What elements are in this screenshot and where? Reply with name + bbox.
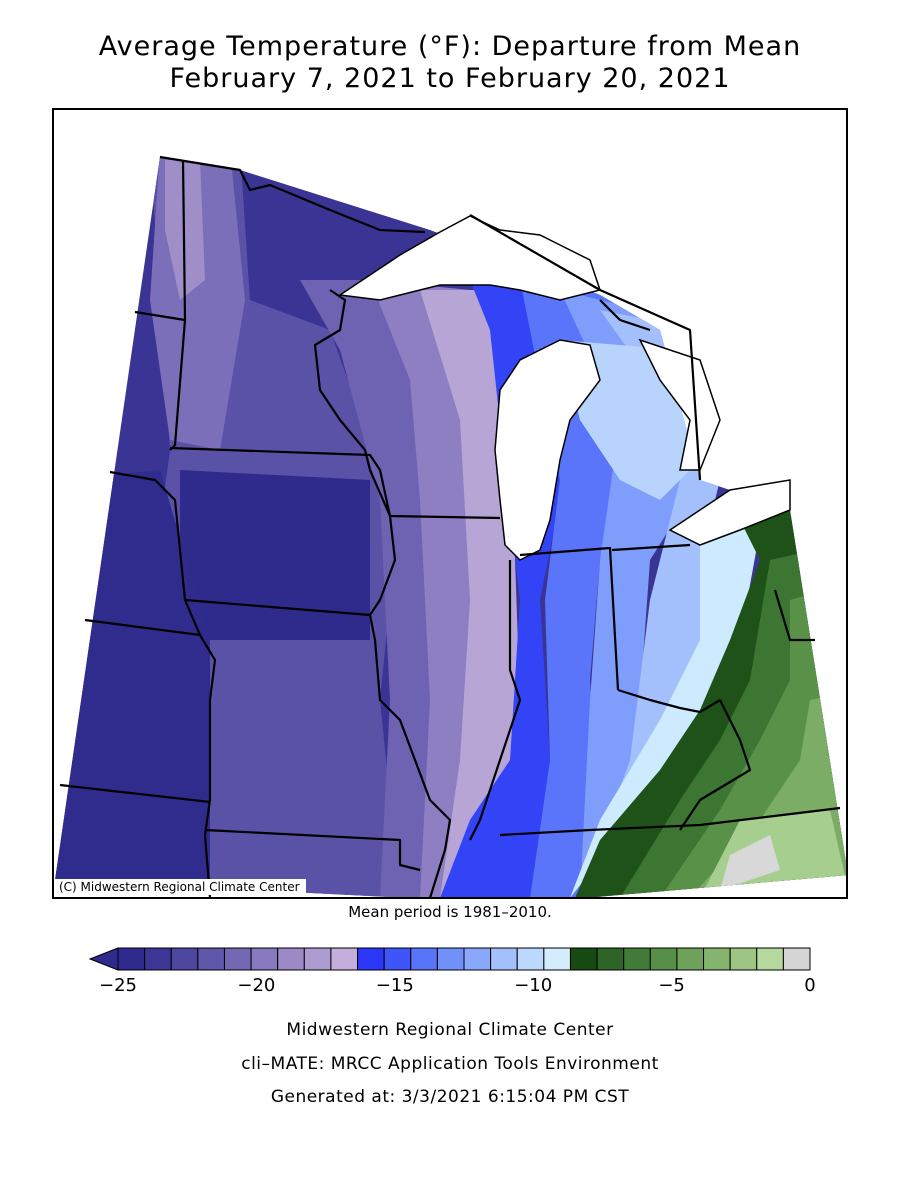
legend-color-box (277, 947, 305, 971)
legend-color-box (729, 947, 758, 971)
map-date-range: February 7, 2021 to February 20, 2021 (169, 63, 731, 94)
legend-color-box (490, 947, 518, 971)
legend-tick-label: −20 (237, 975, 276, 996)
great-lakes (337, 215, 791, 561)
legend-color-box (756, 947, 784, 971)
legend-color-box (782, 947, 811, 971)
lake-michigan (494, 339, 601, 561)
legend-color-box (303, 947, 332, 971)
legend-color-box (223, 947, 252, 971)
legend-color-box (144, 947, 172, 971)
legend-tick-label: −25 (99, 975, 137, 996)
legend-color-box (170, 947, 199, 971)
legend-color-box (410, 947, 438, 971)
legend-low-arrow (88, 947, 119, 971)
map-copyright: (C) Midwestern Regional Climate Center (55, 879, 306, 895)
footer-application: cli–MATE: MRCC Application Tools Environ… (241, 1054, 659, 1074)
legend-color-box (703, 947, 731, 971)
legend-color-box (117, 947, 146, 971)
legend-color-boxes (117, 947, 811, 971)
lake-huron (638, 338, 721, 471)
legend-tick-label: −10 (514, 975, 553, 996)
state-boundaries (59, 155, 841, 899)
color-legend (88, 947, 811, 971)
legend-tick-label: −15 (375, 975, 414, 996)
legend-tick-label: −5 (658, 975, 685, 996)
map-frame (52, 108, 848, 899)
legend-color-box (596, 947, 625, 971)
legend-color-box (436, 947, 465, 971)
legend-color-box (330, 947, 359, 971)
lake-erie (668, 479, 791, 546)
footer-organization: Midwestern Regional Climate Center (286, 1020, 614, 1040)
legend-color-box (623, 947, 651, 971)
legend-color-box (569, 947, 598, 971)
legend-color-box (357, 947, 385, 971)
legend-color-box (676, 947, 705, 971)
footer-generated-time: Generated at: 3/3/2021 6:15:04 PM CST (270, 1087, 630, 1107)
legend-color-box (463, 947, 492, 971)
legend-color-box (543, 947, 571, 971)
map-title: Average Temperature (°F): Departure from… (98, 31, 802, 62)
legend-color-box (383, 947, 412, 971)
legend-color-box (197, 947, 225, 971)
legend-color-box (250, 947, 279, 971)
mean-period-note: Mean period is 1981–2010. (348, 903, 552, 921)
legend-color-box (649, 947, 678, 971)
legend-tick-label: 0 (804, 975, 816, 996)
legend-color-box (516, 947, 545, 971)
